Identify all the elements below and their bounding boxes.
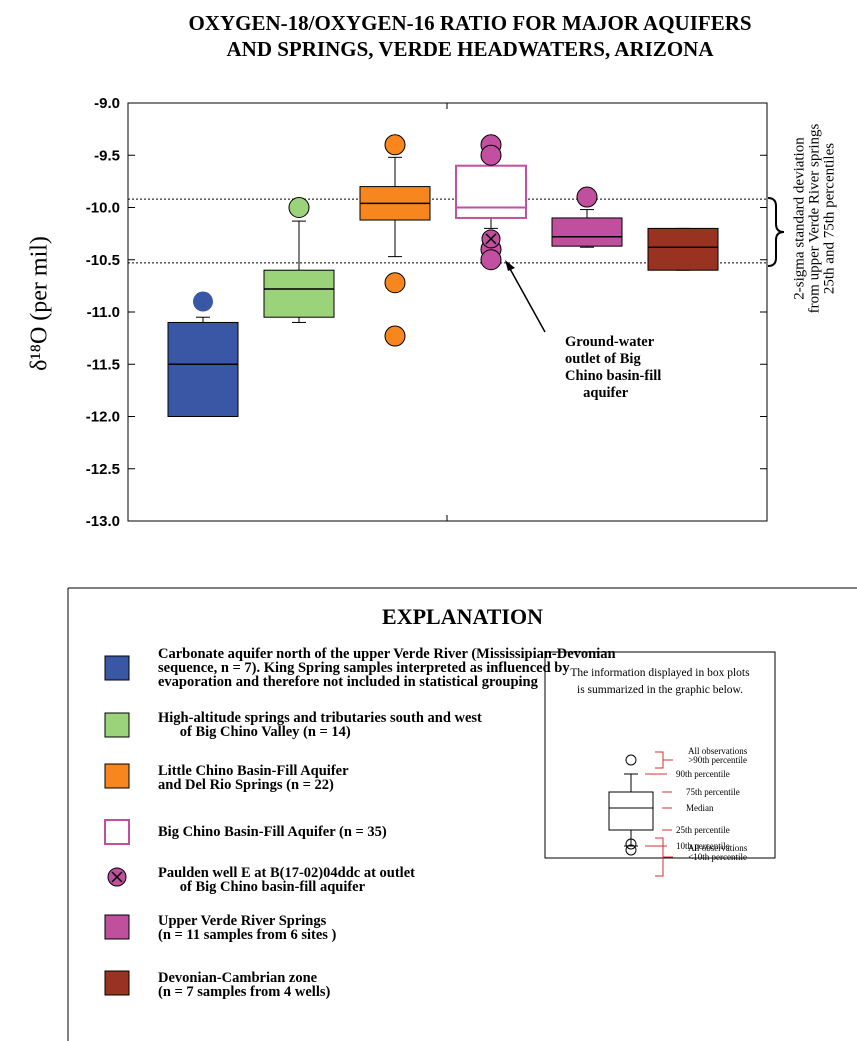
y-tick-label: -11.0 [87, 304, 120, 321]
outlier [384, 325, 406, 347]
box [263, 269, 335, 318]
key-leaders [645, 751, 673, 877]
key-bracket [655, 751, 673, 769]
arrow-head [505, 260, 515, 271]
legend-label: Devonian-Cambrian zone (n = 7 samples fr… [158, 970, 331, 1000]
key-label: All observations >90th percentile [688, 746, 748, 765]
outlier [288, 197, 310, 218]
y-tick-label: -13.0 [86, 513, 120, 530]
outlier [384, 272, 406, 294]
y-tick-label: -12.5 [86, 461, 120, 478]
key-frame [544, 651, 776, 859]
legend-title: EXPLANATION [382, 604, 543, 629]
outlier [193, 291, 213, 312]
box [455, 164, 527, 219]
box [167, 321, 239, 418]
box [551, 217, 623, 247]
y-tick-label: -9.0 [94, 95, 120, 112]
arrow [508, 266, 546, 333]
outlier [384, 134, 406, 156]
key-diagram [608, 754, 654, 856]
y-tick-label: -10.5 [86, 252, 120, 269]
legend-label: Upper Verde River Springs (n = 11 sample… [158, 913, 337, 943]
legend-swatch [104, 970, 130, 996]
legend-label: Carbonate aquifer north of the upper Ver… [158, 646, 616, 690]
box [647, 227, 719, 271]
chart-title: OXYGEN-18/OXYGEN-16 RATIO FOR MAJOR AQUI… [188, 11, 752, 61]
reference-note: 2-sigma standard deviation from upper Ve… [791, 123, 838, 314]
key-label: 75th percentile [686, 787, 740, 797]
y-tick-label: -12.0 [86, 409, 120, 426]
key-label: 90th percentile [676, 769, 730, 779]
legend-swatch [104, 712, 130, 738]
annotation: Ground-water outlet of Big Chino basin-f… [565, 334, 662, 401]
legend-label: High-altitude springs and tributaries so… [158, 710, 482, 740]
legend-label: Little Chino Basin-Fill Aquifer and Del … [158, 763, 349, 793]
legend-swatch [104, 914, 130, 940]
key-caption: The information displayed in box plots i… [570, 667, 750, 696]
brace [767, 197, 785, 267]
outlier [480, 249, 502, 271]
outlier [576, 186, 598, 208]
legend-swatch-x [111, 871, 123, 883]
marker-x [485, 233, 497, 245]
key-label: 10th percentile [676, 841, 730, 851]
key-label: All observations <10th percentile [688, 843, 748, 862]
key-outlier [625, 754, 637, 766]
legend-label: Paulden well E at B(17-02)04ddc at outle… [158, 865, 415, 895]
key-bracket [655, 837, 673, 877]
legend-swatch [104, 655, 130, 681]
y-tick-label: -9.5 [94, 147, 120, 164]
y-tick-label: -10.0 [86, 200, 120, 217]
key-box [608, 791, 654, 831]
legend-label: Big Chino Basin-Fill Aquifer (n = 35) [158, 824, 387, 840]
y-tick-label: -11.5 [87, 356, 120, 373]
legend-swatch [104, 819, 130, 845]
legend-swatch [104, 763, 130, 789]
plot-frame [127, 102, 768, 522]
outlier [480, 144, 502, 166]
y-axis-label: δ¹⁸O (per mil) [26, 236, 53, 371]
key-label: 25th percentile [676, 825, 730, 835]
key-label: Median [686, 803, 714, 813]
